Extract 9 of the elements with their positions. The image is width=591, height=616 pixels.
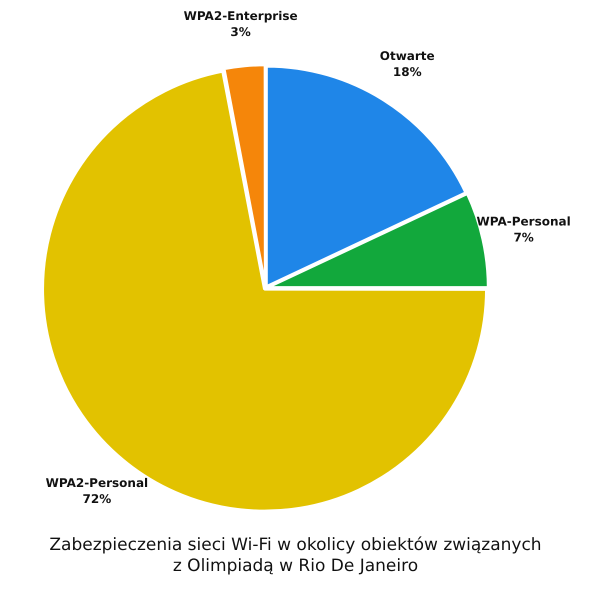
- data-label: 7%: [513, 230, 534, 244]
- slice-label: WPA-Personal: [476, 214, 571, 228]
- slice-label: WPA2-Personal: [46, 476, 148, 490]
- data-label: 18%: [392, 64, 422, 79]
- data-label: 3%: [230, 24, 251, 39]
- text: Zabezpieczenia sieci Wi-Fi w okolicy obiektów związanych z Olimpiadą w Rio De Janeiro: [48, 535, 543, 577]
- slice-label: WPA2-Enterprise: [184, 8, 298, 23]
- slice-label: Otwarte: [380, 48, 435, 63]
- data-label: 72%: [82, 492, 112, 506]
